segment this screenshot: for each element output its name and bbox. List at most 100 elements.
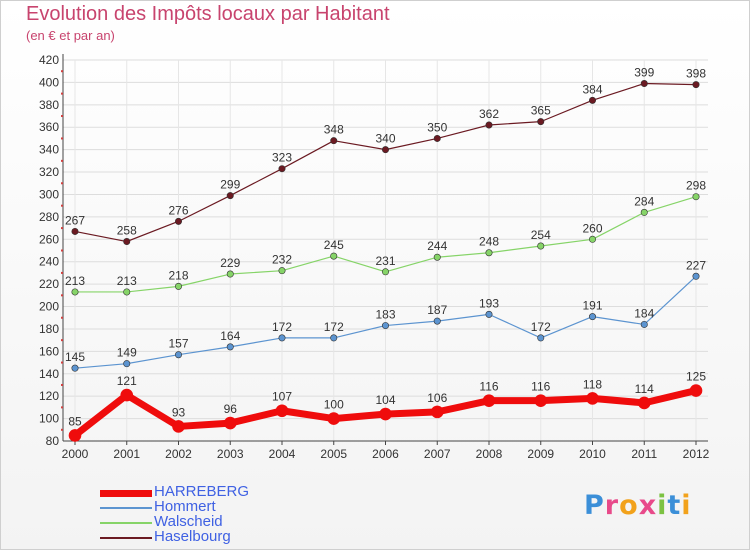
y-minor-tick <box>61 70 63 73</box>
data-label-walscheid: 260 <box>582 221 602 235</box>
data-point-haselbourg <box>640 80 648 88</box>
x-tick-label: 2003 <box>217 447 244 461</box>
data-point-harreberg <box>327 412 341 425</box>
data-point-walscheid <box>123 288 131 296</box>
y-tick-label: 320 <box>39 165 59 179</box>
y-tick-label: 280 <box>39 210 59 224</box>
y-tick-label: 160 <box>39 344 59 358</box>
data-label-hommert: 191 <box>582 299 602 313</box>
y-tick-label: 240 <box>39 255 59 269</box>
y-minor-tick <box>61 92 63 95</box>
data-point-haselbourg <box>71 227 79 235</box>
data-label-harreberg: 100 <box>324 398 344 412</box>
data-label-hommert: 183 <box>375 308 395 322</box>
x-tick-label: 2000 <box>62 447 89 461</box>
y-minor-tick <box>61 383 63 386</box>
legend-label: HARREBERG <box>154 483 250 500</box>
data-point-walscheid <box>278 267 286 275</box>
data-label-haselbourg: 398 <box>686 67 706 81</box>
data-point-haselbourg <box>433 134 441 142</box>
data-label-walscheid: 218 <box>168 268 188 282</box>
data-label-walscheid: 229 <box>220 256 240 270</box>
logo-letter: i <box>657 490 668 521</box>
data-label-harreberg: 118 <box>583 377 602 391</box>
data-label-haselbourg: 340 <box>375 132 395 146</box>
data-label-hommert: 145 <box>65 350 85 364</box>
y-minor-tick <box>61 294 63 297</box>
legend-item-haselbourg: Haselbourg <box>100 528 300 545</box>
y-minor-tick <box>61 227 63 230</box>
y-tick-label: 140 <box>39 367 59 381</box>
data-label-walscheid: 245 <box>324 238 344 252</box>
data-label-walscheid: 248 <box>479 235 499 249</box>
data-point-harreberg <box>120 388 134 402</box>
y-minor-tick <box>61 428 63 431</box>
data-point-hommert <box>588 313 596 321</box>
data-point-hommert <box>330 334 338 342</box>
data-label-harreberg: 104 <box>375 393 395 407</box>
y-minor-tick <box>61 406 63 409</box>
x-tick-label: 2012 <box>683 447 710 461</box>
x-tick-label: 2011 <box>631 447 657 461</box>
legend-swatch <box>100 507 152 509</box>
data-label-walscheid: 231 <box>375 254 395 268</box>
x-tick-label: 2004 <box>269 447 296 461</box>
data-label-hommert: 149 <box>117 346 137 360</box>
data-point-harreberg <box>637 396 651 410</box>
data-point-harreberg <box>689 384 703 397</box>
data-point-haselbourg <box>485 121 493 129</box>
data-label-hommert: 193 <box>479 296 499 310</box>
data-label-walscheid: 244 <box>427 239 447 253</box>
y-minor-tick <box>61 249 63 252</box>
data-label-harreberg: 125 <box>686 370 706 384</box>
y-tick-label: 200 <box>39 300 59 314</box>
data-point-harreberg <box>586 392 599 405</box>
x-tick-label: 2010 <box>579 447 606 461</box>
data-point-walscheid <box>226 270 234 278</box>
y-tick-label: 100 <box>39 412 59 426</box>
data-point-haselbourg <box>226 192 234 200</box>
data-label-hommert: 184 <box>634 306 654 320</box>
data-point-hommert <box>485 310 493 318</box>
data-label-walscheid: 213 <box>65 274 85 288</box>
y-minor-tick <box>61 339 63 342</box>
data-point-haselbourg <box>330 137 338 145</box>
data-point-hommert <box>537 334 545 342</box>
logo-letter: t <box>667 490 682 521</box>
data-label-hommert: 157 <box>168 337 188 351</box>
data-point-hommert <box>640 320 648 328</box>
y-minor-tick <box>61 316 63 319</box>
data-point-hommert <box>692 272 700 280</box>
data-point-walscheid <box>71 288 79 296</box>
data-point-haselbourg <box>537 118 545 126</box>
data-label-hommert: 227 <box>686 258 706 272</box>
data-label-walscheid: 298 <box>686 179 706 193</box>
data-point-harreberg <box>482 394 496 407</box>
data-label-hommert: 172 <box>531 320 551 334</box>
data-label-walscheid: 213 <box>117 274 137 288</box>
legend-swatch <box>100 537 152 539</box>
data-point-haselbourg <box>588 96 596 104</box>
data-point-harreberg <box>68 429 82 442</box>
x-tick-label: 2005 <box>320 447 347 461</box>
data-point-hommert <box>381 322 389 330</box>
data-point-harreberg <box>430 405 444 419</box>
data-point-hommert <box>123 360 131 368</box>
data-label-haselbourg: 399 <box>634 66 654 80</box>
data-label-hommert: 172 <box>272 320 292 334</box>
data-label-harreberg: 85 <box>68 414 82 428</box>
chart-title: Evolution des Impôts locaux par Habitant <box>26 3 390 25</box>
data-label-harreberg: 116 <box>479 380 498 394</box>
y-tick-label: 380 <box>39 98 59 112</box>
data-label-harreberg: 96 <box>224 402 238 416</box>
y-tick-label: 420 <box>39 53 59 67</box>
x-tick-label: 2007 <box>424 447 451 461</box>
data-label-hommert: 172 <box>324 320 344 334</box>
data-label-harreberg: 121 <box>117 374 137 388</box>
data-label-haselbourg: 299 <box>220 178 240 192</box>
logo-letter: o <box>619 490 639 521</box>
data-label-harreberg: 116 <box>531 380 550 394</box>
data-point-walscheid <box>485 249 493 257</box>
y-tick-label: 300 <box>39 187 59 201</box>
